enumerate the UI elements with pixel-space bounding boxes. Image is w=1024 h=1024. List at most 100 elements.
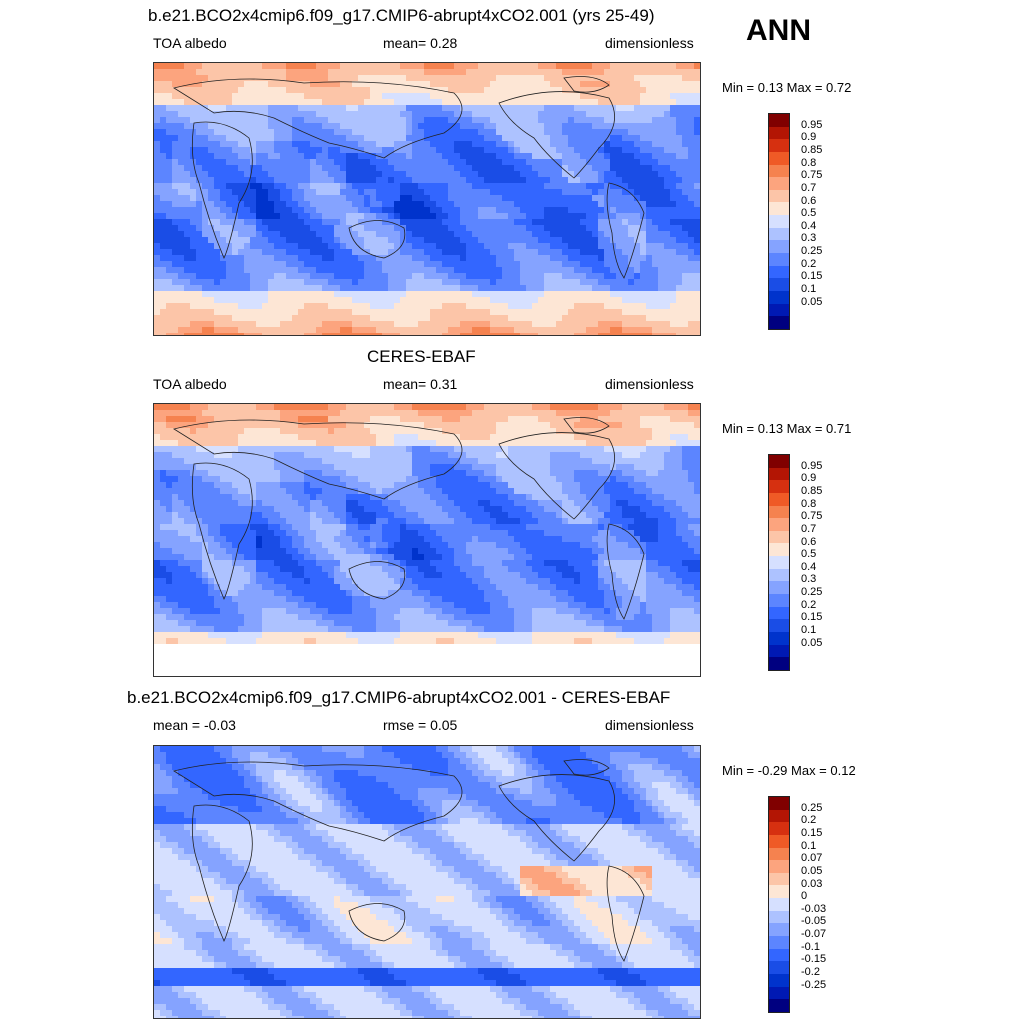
panel-3-title: b.e21.BCO2x4cmip6.f09_g17.CMIP6-abrupt4x… (127, 688, 671, 707)
colorbar-swatch (769, 872, 789, 886)
colorbar-swatch (769, 847, 789, 861)
colorbar-tick-label: 0.5 (801, 207, 817, 220)
colorbar-tick-label: 0.3 (801, 232, 817, 245)
panel-2-variable-label: TOA albedo (153, 376, 227, 392)
coastline (606, 182, 645, 279)
colorbar-tick-label: 0.85 (801, 143, 823, 156)
coastline (191, 804, 253, 942)
coastline (563, 759, 610, 776)
colorbar-swatch (769, 518, 789, 531)
colorbar-tick-label: 0.3 (801, 573, 817, 586)
contour-field (154, 63, 700, 335)
panel-2-units-label: dimensionless (605, 376, 694, 392)
colorbar-tick-label: 0.25 (801, 245, 823, 258)
colorbar-swatch (769, 480, 789, 493)
coastline (563, 417, 610, 434)
colorbar-swatch (769, 253, 789, 266)
colorbar-swatch (769, 606, 789, 620)
panel-2-title: CERES-EBAF (367, 347, 476, 366)
colorbar-swatch (769, 164, 789, 178)
colorbar-swatch (769, 543, 789, 557)
colorbar-swatch (769, 290, 789, 304)
coastline (563, 76, 610, 93)
coastline (172, 761, 463, 842)
colorbar-tick-label: 0.85 (801, 484, 823, 497)
colorbar-swatch (769, 834, 789, 848)
coastline (606, 865, 645, 962)
colorbar-swatch (769, 910, 789, 924)
coastline (172, 419, 463, 500)
colorbar-tick-label: 0 (801, 890, 808, 903)
colorbar-swatch (769, 860, 789, 873)
colorbar-tick-label: 0.2 (801, 257, 817, 270)
coastline (348, 903, 406, 942)
colorbar-swatch (769, 265, 789, 279)
coastline (191, 121, 253, 259)
panel-3-map (153, 745, 701, 1019)
panel-2-colorbar (768, 454, 790, 671)
colorbar-swatch (769, 505, 789, 519)
colorbar-swatch (769, 961, 789, 974)
colorbar-swatch (769, 240, 789, 254)
colorbar-swatch (769, 467, 789, 481)
colorbar-tick-label: -0.07 (801, 928, 827, 941)
coastline (498, 432, 616, 520)
colorbar-swatch (769, 316, 789, 329)
colorbar-swatch (769, 227, 789, 241)
colorbar-swatch (769, 215, 789, 228)
colorbar-swatch (769, 202, 789, 216)
colorbar-tick-label: -0.2 (801, 966, 820, 979)
panel-2-min-max: Min = 0.13 Max = 0.71 (722, 421, 852, 436)
colorbar-swatch (769, 303, 789, 317)
colorbar-swatch (769, 631, 789, 645)
coastline (606, 523, 645, 620)
colorbar-swatch (769, 114, 789, 127)
colorbar-swatch (769, 530, 789, 544)
colorbar-swatch (769, 278, 789, 291)
colorbar-tick-label: 0.75 (801, 169, 823, 182)
colorbar-tick-label: 0.75 (801, 510, 823, 523)
colorbar-tick-label: 0.6 (801, 194, 817, 207)
colorbar-tick-label: 0.1 (801, 283, 817, 296)
colorbar-tick-label: 0.07 (801, 852, 823, 865)
colorbar-swatch (769, 923, 789, 937)
panel-1-mean-label: mean= 0.28 (383, 35, 458, 51)
colorbar-tick-label: -0.1 (801, 940, 820, 953)
panel-1-variable-label: TOA albedo (153, 35, 227, 51)
season-label: ANN (746, 14, 811, 47)
colorbar-swatch (769, 797, 789, 810)
panel-3-units-label: dimensionless (605, 717, 694, 733)
colorbar-tick-label: 0.95 (801, 459, 823, 472)
colorbar-tick-label: 0.25 (801, 586, 823, 599)
colorbar-swatch (769, 986, 789, 1000)
colorbar-tick-label: 0.7 (801, 181, 817, 194)
colorbar-tick-label: 0.05 (801, 636, 823, 649)
panel-1-colorbar (768, 113, 790, 330)
colorbar-tick-label: 0.1 (801, 839, 817, 852)
colorbar-tick-label: 0.15 (801, 611, 823, 624)
coastline (172, 78, 463, 159)
colorbar-swatch (769, 177, 789, 190)
colorbar-tick-label: 0.15 (801, 270, 823, 283)
colorbar-swatch (769, 492, 789, 506)
panel-2-mean-label: mean= 0.31 (383, 376, 458, 392)
colorbar-swatch (769, 455, 789, 468)
colorbar-swatch (769, 556, 789, 569)
contour-field (154, 404, 700, 676)
colorbar-swatch (769, 644, 789, 658)
coastline (191, 462, 253, 600)
panel-1-units-label: dimensionless (605, 35, 694, 51)
colorbar-tick-label: 0.8 (801, 497, 817, 510)
colorbar-tick-label: 0.03 (801, 877, 823, 890)
colorbar-tick-label: 0.15 (801, 826, 823, 839)
colorbar-tick-label: 0.05 (801, 295, 823, 308)
colorbar-swatch (769, 936, 789, 949)
colorbar-swatch (769, 822, 789, 835)
colorbar-tick-label: -0.25 (801, 978, 827, 991)
colorbar-swatch (769, 139, 789, 152)
colorbar-swatch (769, 581, 789, 595)
panel-3-rmse-label: rmse = 0.05 (383, 717, 458, 733)
panel-1-min-max: Min = 0.13 Max = 0.72 (722, 80, 852, 95)
panel-3-colorbar (768, 796, 790, 1013)
colorbar-swatch (769, 948, 789, 962)
